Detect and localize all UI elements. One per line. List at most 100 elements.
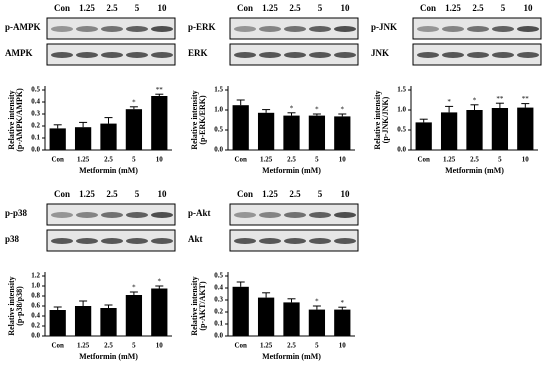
blot-band [284,52,306,58]
lane-label: Con [54,189,70,199]
y-tick-label: 0.0 [31,146,40,154]
y-tick-label: 0.1 [31,134,40,142]
blot-band [309,26,331,32]
blot-label: p-p38 [5,208,28,218]
x-tick-label: 2.5 [470,156,479,164]
y-axis-label: Relative intensity [190,90,199,149]
y-tick-label: 0.5 [214,272,223,280]
lane-label: 5 [318,189,323,199]
x-tick-label: Con [417,156,430,164]
y-tick-label: 0.5 [214,126,223,134]
blot-band [101,212,123,218]
significance: ** [496,95,504,103]
blot-band [101,52,123,58]
blot-label: ERK [188,48,208,58]
bar [491,108,509,150]
lane-label: 10 [158,3,168,13]
y-tick-label: 1.5 [214,86,223,94]
blot-band [284,26,306,32]
y-tick-label: 1.0 [214,106,223,114]
significance: * [132,284,136,292]
blot-band [334,26,356,32]
x-tick-label: 10 [339,342,347,350]
lane-label: Con [237,3,253,13]
blot-label: AMPK [5,48,33,58]
lane-label: 2.5 [289,189,301,199]
bar [74,127,92,150]
y-axis-label: (p-AKT/AKT) [198,281,207,331]
blot-band [126,238,148,244]
x-tick-label: 2.5 [104,342,113,350]
blot-band [334,212,356,218]
bar [232,286,249,336]
lane-label: 2.5 [472,3,484,13]
significance: ** [156,86,164,94]
bar [232,105,249,150]
blot-band [126,212,148,218]
y-tick-label: 0.2 [214,308,223,316]
blot-band [467,52,489,58]
x-tick-label: 5 [315,156,319,164]
y-tick-label: 0.5 [31,86,40,94]
bar [334,309,351,336]
x-tick-label: Con [51,156,64,164]
blot-label: p38 [5,234,20,244]
blot-label: p-Akt [188,208,211,218]
blot-band [334,52,356,58]
blot-band [151,52,173,58]
y-tick-label: 0.6 [31,302,40,310]
x-tick-label: 10 [156,342,164,350]
significance: * [341,106,345,114]
y-tick-label: 1.0 [31,282,40,290]
x-tick-label: Con [234,342,247,350]
bar [257,297,275,336]
bar [415,122,432,150]
blot-band [234,26,256,32]
y-axis-label: Relative intensity [190,276,199,335]
blot-band [101,26,123,32]
y-tick-label: 0.2 [31,122,40,130]
lane-label: 1.25 [262,3,278,13]
blot-label: JNK [371,48,389,58]
x-tick-label: 1.25 [77,156,90,164]
lane-label: Con [237,189,253,199]
bar [308,115,326,150]
significance: * [315,298,319,306]
blot-band [492,26,514,32]
lane-label: 10 [524,3,534,13]
blot-band [334,238,356,244]
x-tick-label: 2.5 [104,156,113,164]
significance: ** [522,95,530,103]
bar [151,288,168,336]
blot-band [51,26,73,32]
lane-label: 1.25 [79,3,95,13]
lane-label: 5 [135,189,140,199]
blot-band [234,238,256,244]
significance: * [132,98,136,106]
y-tick-label: 0.0 [397,146,406,154]
y-tick-label: 0.3 [31,110,40,118]
y-tick-label: 0.3 [214,296,223,304]
blot-band [51,212,73,218]
y-axis-label: (p-AMPK/AMPK) [15,88,24,152]
lane-label: 2.5 [289,3,301,13]
blot-band [51,52,73,58]
bar [283,115,300,150]
lane-label: 5 [135,3,140,13]
y-tick-label: 0.0 [214,146,223,154]
y-tick-label: 0.4 [31,312,40,320]
blot-band [309,238,331,244]
y-tick-label: 0.0 [214,332,223,340]
blot-band [259,238,281,244]
y-axis-label: Relative intensity [7,276,16,335]
x-axis-label: Metformin (mM) [79,352,138,361]
blot-band [234,52,256,58]
blot-band [467,26,489,32]
y-axis-label: Relative intensity [7,90,16,149]
blot-band [442,26,464,32]
x-tick-label: 5 [132,156,136,164]
blot-band [517,26,539,32]
lane-label: 1.25 [79,189,95,199]
significance: * [447,98,451,106]
bar [125,109,143,150]
